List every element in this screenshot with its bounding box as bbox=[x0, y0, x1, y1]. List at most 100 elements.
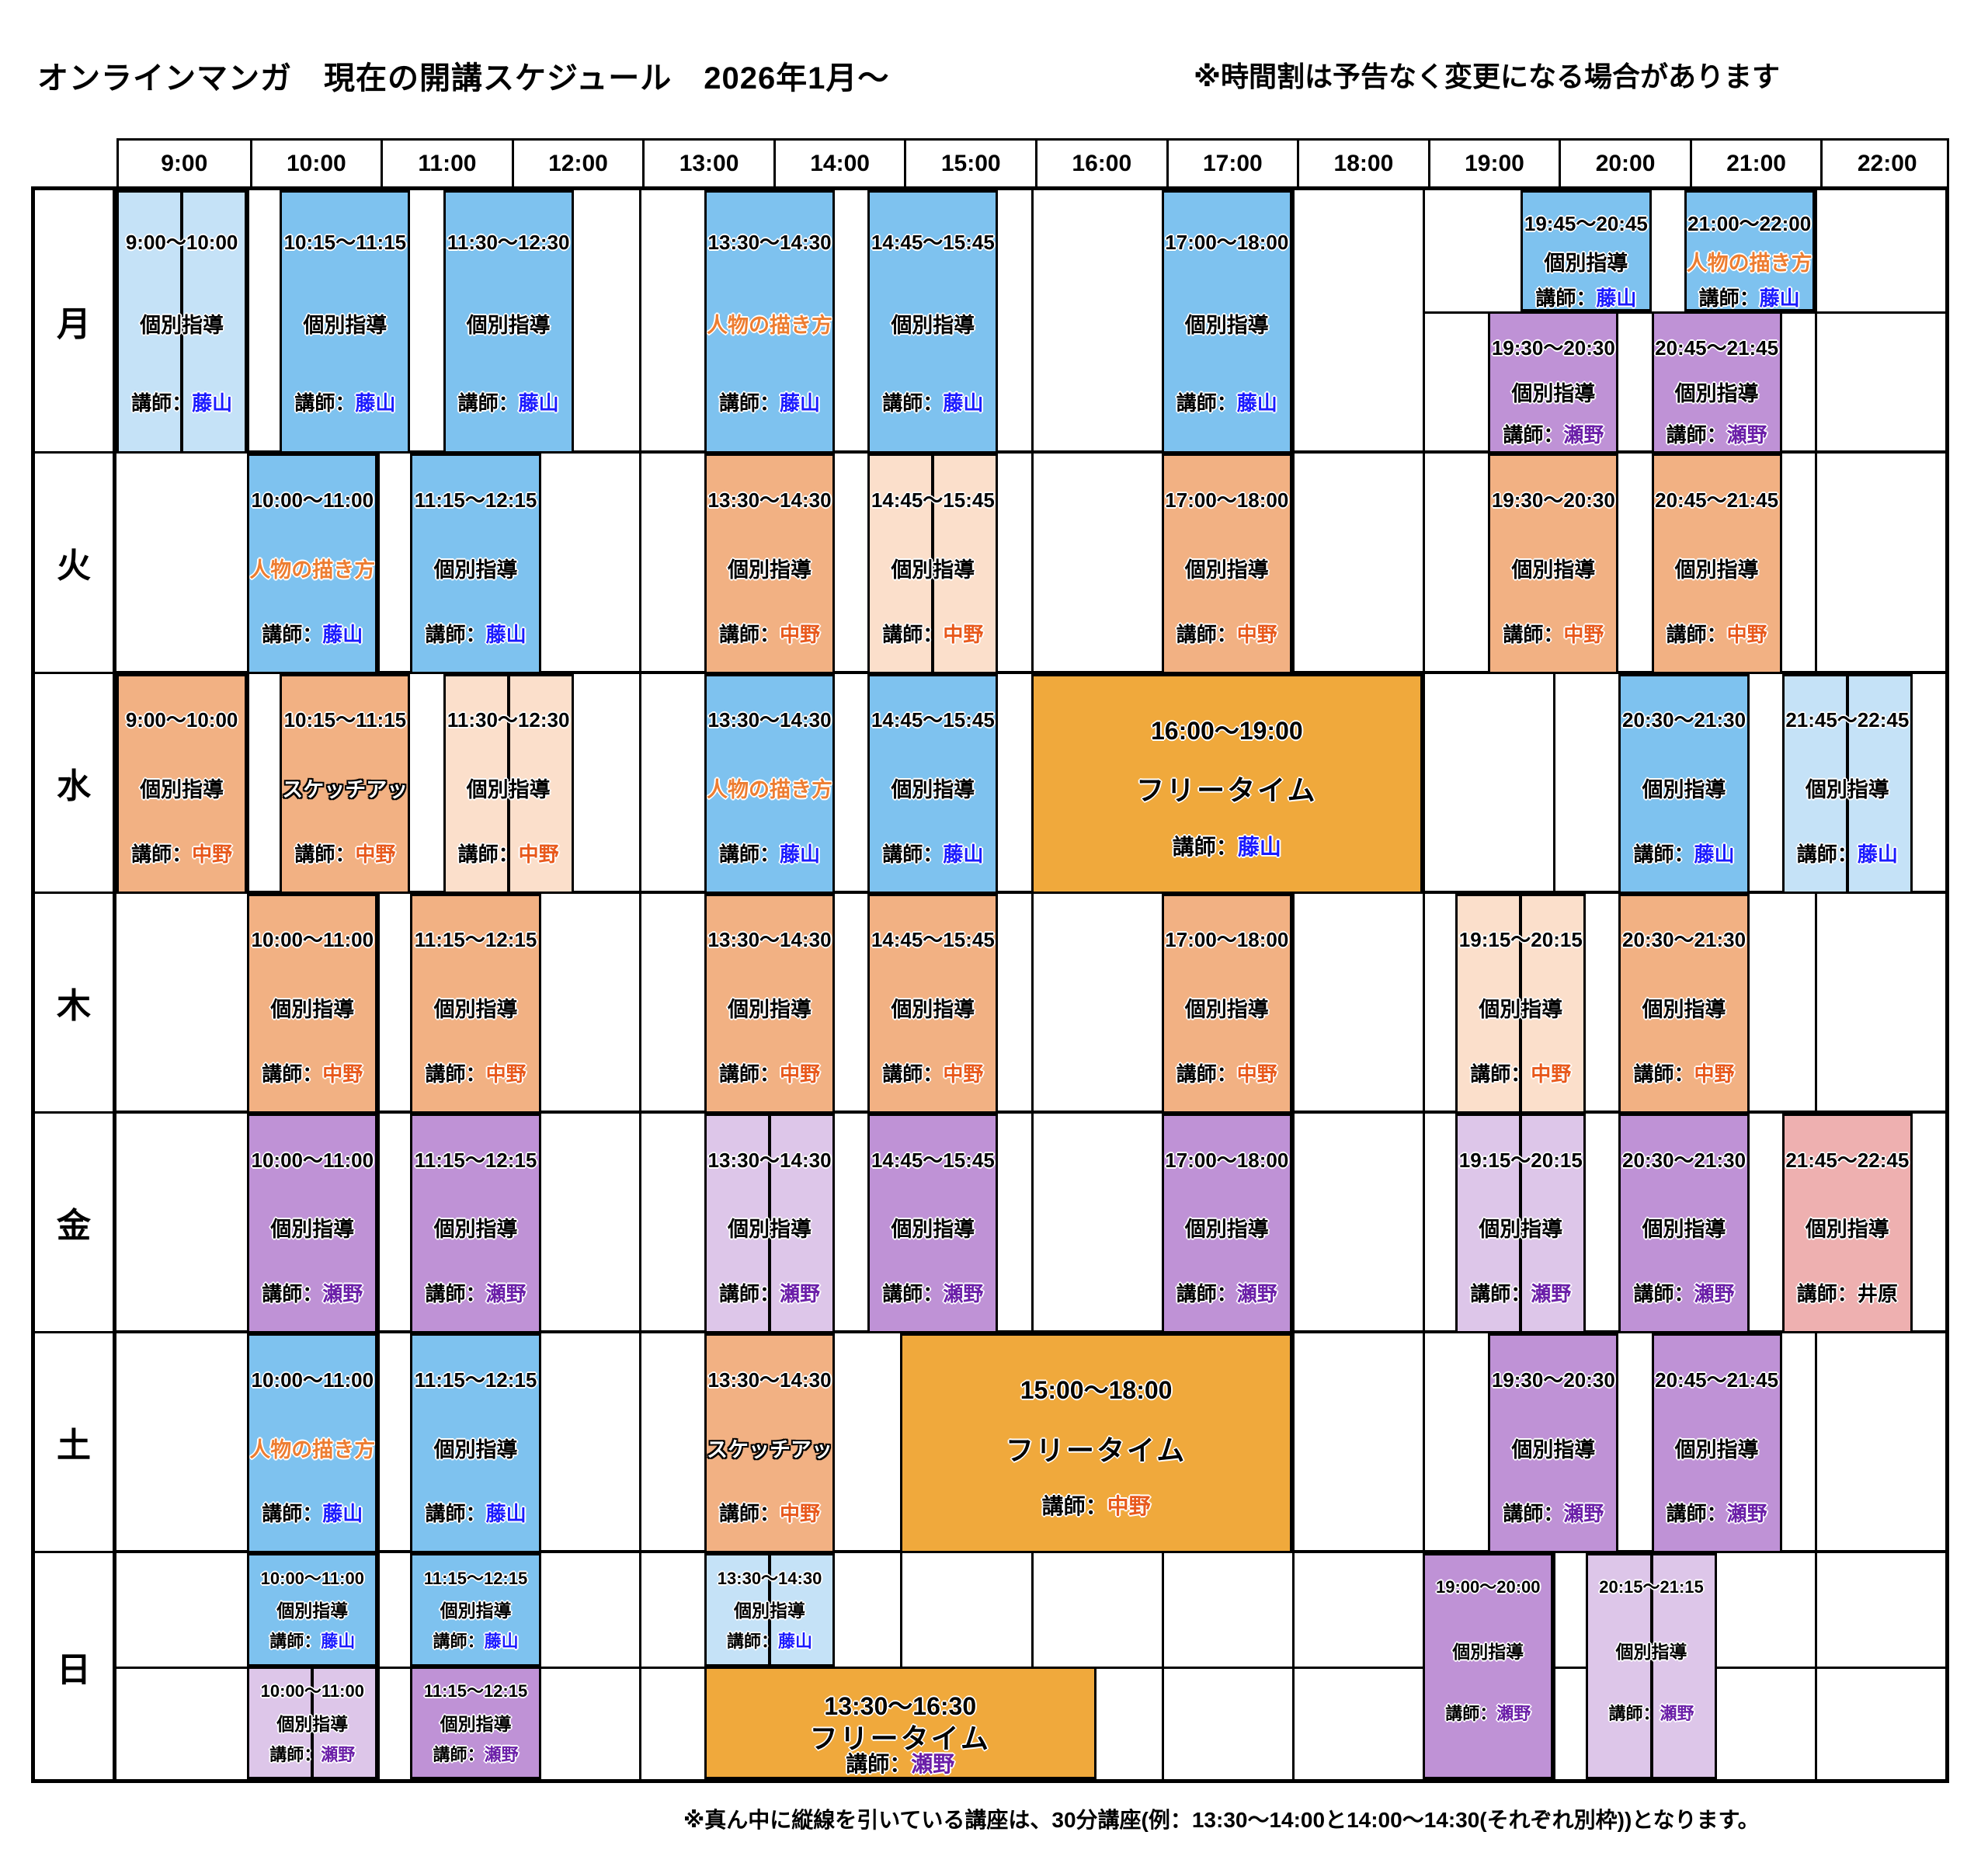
class-title: 人物の描き方 bbox=[249, 558, 376, 582]
class-cell[interactable]: 19:30〜20:30 個別指導 講師：瀬野 bbox=[1488, 1333, 1619, 1554]
teacher-label: 講師： bbox=[1445, 1704, 1497, 1724]
class-cell[interactable]: 17:00〜18:00 個別指導 講師：中野 bbox=[1161, 454, 1292, 674]
class-cell[interactable]: 11:30〜12:30 個別指導 講師：藤山 bbox=[443, 190, 574, 454]
teacher-name: 瀬野 bbox=[1660, 1704, 1694, 1724]
class-cell[interactable]: 19:15〜20:15 個別指導 講師：中野 bbox=[1455, 893, 1587, 1114]
class-cell[interactable]: 11:15〜12:15 個別指導 講師：瀬野 bbox=[410, 1113, 541, 1333]
class-cell[interactable]: 10:00〜11:00 個別指導 講師：中野 bbox=[247, 893, 378, 1114]
class-cell[interactable]: 11:15〜12:15 個別指導 講師：藤山 bbox=[410, 454, 541, 674]
class-cell[interactable]: 19:30〜20:30 個別指導 講師：瀬野 bbox=[1488, 311, 1619, 454]
class-time: 11:15〜12:15 bbox=[414, 1368, 537, 1392]
teacher-label: 講師： bbox=[882, 622, 944, 646]
teacher-label: 講師： bbox=[294, 843, 356, 867]
time-axis-header: 9:00 10:00 11:00 12:00 13:00 14:00 15:00 16:00 1… bbox=[116, 138, 1949, 186]
schedule-lanes: 9:00〜10:00 個別指導 講師：藤山 10:15〜11:15 個別指導 講師：藤山 1… bbox=[116, 190, 1945, 1779]
class-title: 個別指導 bbox=[303, 314, 388, 338]
teacher-label: 講師： bbox=[1176, 622, 1237, 646]
class-cell[interactable]: 20:30〜21:30 個別指導 講師：中野 bbox=[1618, 893, 1750, 1114]
day-row-火: 10:00〜11:00 人物の描き方 講師：藤山 11:15〜12:15 個別指導 講師：… bbox=[116, 454, 1945, 674]
class-cell[interactable]: 13:30〜14:30 個別指導 講師：中野 bbox=[704, 454, 836, 674]
hour-divider bbox=[377, 1113, 381, 1330]
teacher-name: 瀬野 bbox=[943, 1282, 984, 1306]
teacher-label: 講師： bbox=[719, 1062, 780, 1086]
class-cell[interactable]: 17:00〜18:00 個別指導 講師：中野 bbox=[1161, 893, 1292, 1114]
class-cell[interactable]: 20:45〜21:45 個別指導 講師：中野 bbox=[1651, 454, 1782, 674]
class-cell[interactable]: 11:15〜12:15 個別指導 講師：藤山 bbox=[410, 1333, 541, 1554]
class-cell[interactable]: 14:45〜15:45 個別指導 講師：藤山 bbox=[867, 673, 999, 894]
class-cell[interactable]: 13:30〜14:30 個別指導 講師：藤山 bbox=[704, 1553, 836, 1667]
hour-divider bbox=[1030, 893, 1034, 1111]
class-cell[interactable]: 10:00〜11:00 人物の描き方 講師：藤山 bbox=[247, 1333, 378, 1554]
class-cell[interactable]: 10:00〜11:00 人物の描き方 講師：藤山 bbox=[247, 454, 378, 674]
class-teacher: 講師：瀬野 bbox=[412, 1741, 538, 1766]
class-cell[interactable]: 10:15〜11:15 スケッチアップ講師：中野 bbox=[280, 673, 411, 894]
class-cell[interactable]: 20:30〜21:30 個別指導 講師：藤山 bbox=[1618, 673, 1750, 894]
teacher-label: 講師： bbox=[457, 391, 519, 415]
teacher-label: 講師： bbox=[1633, 843, 1694, 867]
class-cell[interactable]: 10:00〜11:00 個別指導 講師：藤山 bbox=[247, 1553, 378, 1667]
teacher-label: 講師： bbox=[719, 1282, 780, 1306]
teacher-name: 瀬野 bbox=[1531, 1282, 1572, 1306]
class-cell[interactable]: 13:30〜14:30 個別指導 講師：瀬野 bbox=[704, 1113, 836, 1333]
class-title: 個別指導 bbox=[734, 1601, 806, 1621]
teacher-name: 瀬野 bbox=[1726, 1502, 1767, 1526]
class-cell[interactable]: 13:30〜14:30 個別指導 講師：中野 bbox=[704, 893, 836, 1114]
class-cell[interactable]: 19:45〜20:45 個別指導 講師：藤山 bbox=[1521, 190, 1652, 312]
class-cell[interactable]: 10:00〜11:00 個別指導 講師：瀬野 bbox=[247, 1113, 378, 1333]
class-cell[interactable]: 20:30〜21:30 個別指導 講師：瀬野 bbox=[1618, 1113, 1750, 1333]
class-cell[interactable]: 11:15〜12:15 個別指導 講師：中野 bbox=[410, 893, 541, 1114]
day-label-水: 水 bbox=[35, 674, 113, 894]
class-cell[interactable]: 16:00〜19:00 フリータイム 講師：藤山 bbox=[1030, 673, 1423, 894]
teacher-label: 講師： bbox=[882, 391, 944, 415]
teacher-name: 藤山 bbox=[484, 1632, 519, 1652]
class-cell[interactable]: 15:00〜18:00 フリータイム 講師：中野 bbox=[900, 1333, 1292, 1554]
class-cell[interactable]: 9:00〜10:00 個別指導 講師：藤山 bbox=[116, 190, 248, 454]
class-cell[interactable]: 20:15〜21:15 個別指導 講師：瀬野 bbox=[1586, 1553, 1717, 1779]
class-teacher: 講師：藤山 bbox=[707, 1628, 832, 1653]
class-cell[interactable]: 21:45〜22:45 個別指導 講師：井原 bbox=[1781, 1113, 1913, 1333]
class-cell[interactable]: 9:00〜10:00 個別指導 講師：中野 bbox=[116, 673, 248, 894]
class-title: 個別指導 bbox=[1452, 1641, 1524, 1662]
class-cell[interactable]: 14:45〜15:45 個別指導 講師：藤山 bbox=[867, 190, 999, 454]
class-cell[interactable]: 19:00〜20:00 個別指導 講師：瀬野 bbox=[1423, 1553, 1554, 1779]
day-row-土: 10:00〜11:00 人物の描き方 講師：藤山 11:15〜12:15 個別指導 講師：… bbox=[116, 1333, 1945, 1554]
class-cell[interactable]: 21:00〜22:00 人物の描き方 講師：藤山 bbox=[1684, 190, 1815, 312]
class-cell[interactable]: 11:15〜12:15 個別指導 講師：瀬野 bbox=[410, 1666, 541, 1779]
teacher-label: 講師： bbox=[719, 391, 780, 415]
class-cell[interactable]: 10:00〜11:00 個別指導 講師：瀬野 bbox=[247, 1666, 378, 1779]
class-cell[interactable]: 10:15〜11:15 個別指導 講師：藤山 bbox=[280, 190, 411, 454]
class-time: 11:30〜12:30 bbox=[447, 231, 570, 255]
teacher-label: 講師： bbox=[1172, 834, 1238, 859]
class-cell[interactable]: 14:45〜15:45 個別指導 講師：中野 bbox=[867, 893, 999, 1114]
class-cell[interactable]: 14:45〜15:45 個別指導 講師：中野 bbox=[867, 454, 999, 674]
class-time: 11:15〜12:15 bbox=[414, 928, 537, 952]
class-teacher: 講師：中野 bbox=[1164, 1058, 1290, 1087]
class-title: 個別指導 bbox=[1544, 251, 1628, 275]
teacher-name: 瀬野 bbox=[1563, 1502, 1604, 1526]
teacher-label: 講師： bbox=[1698, 286, 1760, 310]
class-cell[interactable]: 14:45〜15:45 個別指導 講師：瀬野 bbox=[867, 1113, 999, 1333]
class-title: スケッチアップ bbox=[706, 1437, 832, 1462]
time-header-2200: 22:00 bbox=[1820, 141, 1952, 186]
hour-divider bbox=[247, 673, 250, 891]
class-teacher: 講師：藤山 bbox=[446, 388, 572, 416]
teacher-name: 中野 bbox=[322, 1062, 363, 1086]
class-cell[interactable]: 13:30〜14:30 人物の描き方 講師：藤山 bbox=[704, 673, 836, 894]
class-cell[interactable]: 19:30〜20:30 個別指導 講師：中野 bbox=[1488, 454, 1619, 674]
class-cell[interactable]: 13:30〜14:30 人物の描き方 講師：藤山 bbox=[704, 190, 836, 454]
class-cell[interactable]: 13:30〜16:30 フリータイム 講師：瀬野 bbox=[704, 1666, 1097, 1779]
teacher-name: 藤山 bbox=[1694, 843, 1735, 867]
class-cell[interactable]: 20:45〜21:45 個別指導 講師：瀬野 bbox=[1651, 1333, 1782, 1554]
class-cell[interactable]: 19:15〜20:15 個別指導 講師：瀬野 bbox=[1455, 1113, 1587, 1333]
teacher-label: 講師： bbox=[719, 843, 780, 867]
teacher-name: 中野 bbox=[192, 843, 233, 867]
class-cell[interactable]: 17:00〜18:00 個別指導 講師：藤山 bbox=[1161, 190, 1292, 454]
class-cell[interactable]: 17:00〜18:00 個別指導 講師：瀬野 bbox=[1161, 1113, 1292, 1333]
class-cell[interactable]: 21:45〜22:45 個別指導 講師：藤山 bbox=[1781, 673, 1913, 894]
class-cell[interactable]: 20:45〜21:45 個別指導 講師：瀬野 bbox=[1651, 311, 1782, 454]
class-cell[interactable]: 11:30〜12:30 個別指導 講師：中野 bbox=[443, 673, 574, 894]
class-title: 個別指導 bbox=[270, 998, 355, 1022]
teacher-name: 藤山 bbox=[943, 391, 984, 415]
class-cell[interactable]: 11:15〜12:15 個別指導 講師：藤山 bbox=[410, 1553, 541, 1667]
class-cell[interactable]: 13:30〜14:30 スケッチアップ講師：中野 bbox=[704, 1333, 836, 1554]
